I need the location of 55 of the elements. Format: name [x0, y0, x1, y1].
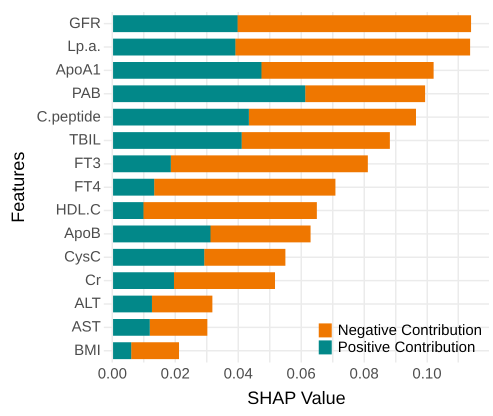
y-tick-label: HDL.C: [56, 202, 101, 219]
bar: [150, 318, 208, 336]
x-tick-label: 0.04: [224, 366, 253, 383]
y-tick-label: CysC: [64, 248, 101, 266]
bar: [235, 38, 470, 56]
bar: [113, 178, 154, 196]
bar: [305, 85, 426, 102]
bar: [238, 15, 472, 32]
bar: [113, 155, 171, 172]
bar: [113, 296, 152, 312]
bar: [113, 318, 150, 336]
x-tick-label: 0.02: [160, 366, 190, 383]
y-tick-label: ALT: [74, 295, 101, 312]
x-axis-title: SHAP Value: [247, 388, 346, 408]
bar: [113, 272, 174, 290]
x-tick-label: 0.06: [286, 366, 316, 383]
bar: [113, 15, 238, 32]
y-tick-label: Cr: [84, 272, 101, 289]
bar: [113, 342, 132, 360]
y-tick-label: Lp.a.: [67, 38, 101, 56]
bar: [113, 108, 249, 126]
bar: [248, 108, 416, 126]
y-tick-label: ApoA1: [56, 62, 101, 79]
bar: [113, 38, 236, 56]
x-tick-label: 0.00: [98, 366, 127, 383]
y-tick-label: ApoB: [64, 225, 101, 242]
bar: [152, 296, 212, 312]
bar: [113, 132, 242, 149]
x-tick-label: 0.10: [412, 366, 442, 383]
bar: [113, 226, 210, 242]
y-tick-label: PAB: [72, 84, 101, 102]
bar: [113, 202, 144, 219]
bar: [210, 226, 311, 242]
y-tick-label: C.peptide: [36, 108, 101, 126]
bar: [154, 178, 336, 196]
x-tick-label: 0.08: [349, 366, 379, 383]
bar: [143, 202, 317, 219]
y-tick-label: GFR: [69, 14, 101, 32]
bar: [170, 155, 368, 172]
y-tick-label: BMI: [74, 342, 101, 359]
bar: [242, 132, 390, 149]
bar: [174, 272, 276, 290]
bar: [113, 248, 204, 266]
y-tick-label: AST: [72, 318, 101, 336]
bar: [113, 62, 262, 79]
bar: [113, 85, 306, 102]
bar: [204, 248, 286, 266]
y-tick-label: FT4: [74, 178, 101, 196]
y-tick-label: FT3: [74, 154, 101, 172]
bar: [261, 62, 434, 79]
y-tick-label: TBIL: [69, 132, 101, 149]
bar: [131, 342, 180, 360]
legend-label: Negative Contribution: [338, 322, 482, 340]
y-axis-title: Features: [8, 152, 28, 223]
legend-label: Positive Contribution: [338, 339, 476, 356]
